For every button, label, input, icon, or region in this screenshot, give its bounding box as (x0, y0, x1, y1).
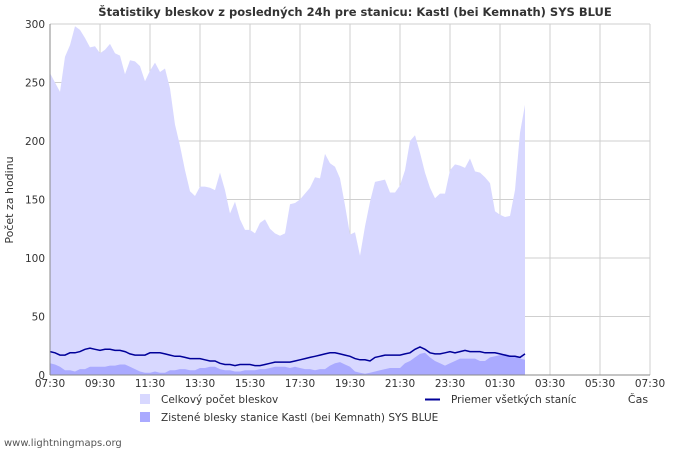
legend-swatch-station (140, 412, 150, 422)
y-tick-label: 200 (25, 136, 45, 148)
credit-text: www.lightningmaps.org (4, 438, 122, 449)
x-tick-label: 13:30 (185, 378, 215, 390)
y-tick-label: 250 (25, 78, 45, 90)
legend-label-average: Priemer všetkých staníc (451, 394, 577, 406)
x-tick-label: 03:30 (535, 378, 565, 390)
x-tick-labels: 07:30 09:30 11:30 13:30 15:30 17:30 19:30 21:30… (35, 378, 665, 390)
x-tick-label: 09:30 (85, 378, 115, 390)
x-tick-label: 01:30 (485, 378, 515, 390)
series-celkov-po-et-bleskov-area (50, 26, 525, 376)
x-tick-label: 17:30 (285, 378, 315, 390)
x-tick-label: 11:30 (135, 378, 165, 390)
series-zisten-blesky-stanice-kastl-bei-kemnath-sys-blue-area (50, 352, 525, 375)
series-priemer-v-etk-ch-stan-c-line (49, 346, 526, 367)
y-tick-label: 0 (38, 370, 45, 382)
y-tick-label: 300 (25, 19, 45, 31)
y-tick-label: 100 (25, 253, 45, 265)
x-tick-label: 21:30 (385, 378, 415, 390)
series-layer (49, 26, 526, 376)
x-tick-label: 07:30 (35, 378, 65, 390)
y-tick-labels: 0 50 100 150 200 250 300 (25, 19, 45, 382)
legend: Celkový počet bleskov Priemer všetkých s… (140, 394, 577, 424)
legend-label-station: Zistené blesky stanice Kastl (bei Kemnat… (161, 412, 438, 424)
legend-label-total: Celkový počet bleskov (161, 394, 278, 406)
y-axis-label: Počet za hodinu (3, 156, 16, 243)
chart-title: Štatistiky bleskov z posledných 24h pre … (98, 4, 612, 19)
x-tick-label: 19:30 (335, 378, 365, 390)
x-axis-label: Čas (628, 393, 648, 406)
y-tick-label: 50 (32, 312, 45, 324)
legend-swatch-total (140, 394, 150, 404)
x-tick-label: 23:30 (435, 378, 465, 390)
x-tick-label: 15:30 (235, 378, 265, 390)
x-tick-label: 05:30 (585, 378, 615, 390)
y-tick-label: 150 (25, 195, 45, 207)
x-tick-label: 07:30 (635, 378, 665, 390)
axes (49, 24, 650, 376)
